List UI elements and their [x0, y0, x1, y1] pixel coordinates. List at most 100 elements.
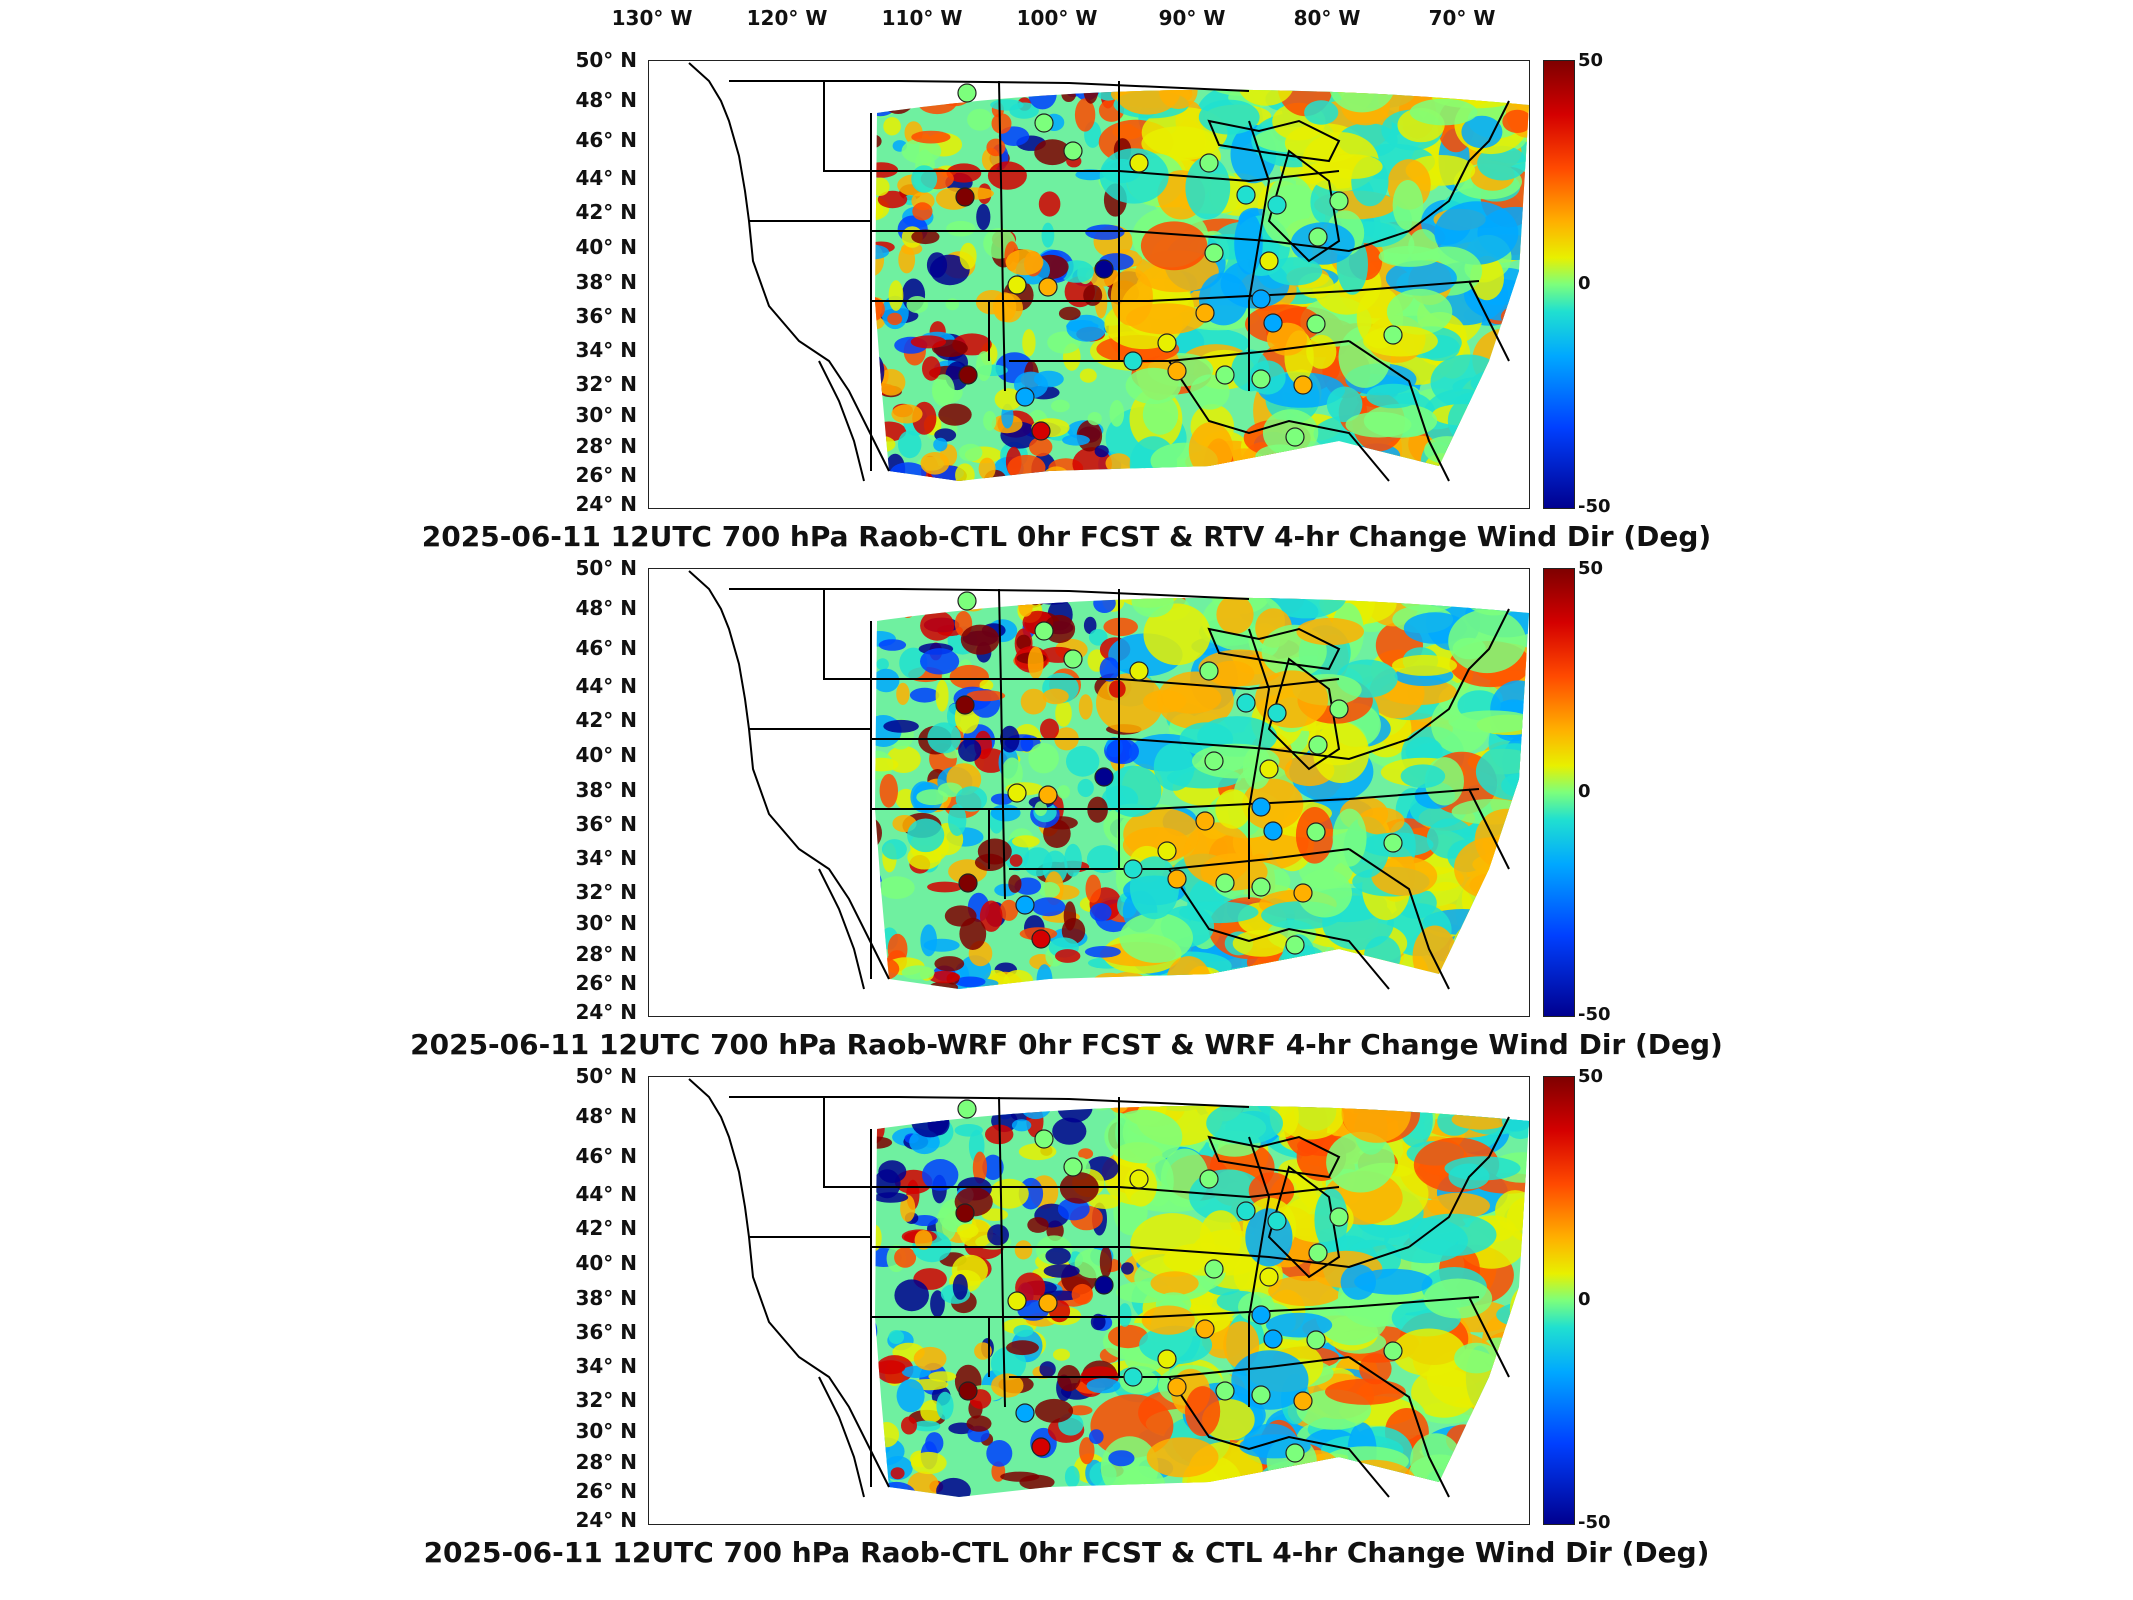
field-blob	[954, 1124, 983, 1137]
raob-station-marker	[1157, 1349, 1177, 1369]
lat-label: 24° N	[575, 492, 637, 516]
boundary-line	[998, 80, 1006, 392]
lat-label: 38° N	[575, 778, 637, 802]
field-blob	[1053, 1348, 1070, 1361]
field-blob	[979, 679, 994, 691]
field-blob	[1392, 654, 1457, 676]
boundary-line	[1408, 100, 1510, 232]
field-blob	[1461, 400, 1529, 462]
lon-label: 130° W	[611, 6, 693, 30]
field-blob	[1487, 866, 1529, 898]
field-blob	[1078, 1148, 1094, 1160]
field-blob	[1328, 1466, 1393, 1497]
lat-label: 42° N	[575, 200, 637, 224]
field-blob	[1364, 936, 1401, 976]
lat-label: 24° N	[575, 1000, 637, 1024]
field-blob	[1386, 288, 1453, 335]
field-blob	[890, 1467, 905, 1480]
raob-station-marker	[958, 1381, 978, 1401]
raob-station-marker	[1267, 1211, 1287, 1231]
field-blob	[1099, 1246, 1112, 1278]
field-blob	[1448, 609, 1526, 674]
field-blob	[1494, 1447, 1529, 1481]
field-blob	[990, 1346, 1027, 1381]
field-blob	[876, 658, 889, 671]
raob-station-marker	[1063, 1157, 1083, 1177]
field-blob	[906, 296, 929, 314]
field-blob	[1062, 434, 1090, 446]
field-blob	[1042, 688, 1069, 705]
field-blob	[1297, 869, 1352, 918]
field-blob	[1207, 966, 1293, 989]
boundary-line	[871, 678, 1340, 691]
field-blob	[934, 956, 965, 972]
field-blob	[1034, 1398, 1074, 1423]
field-blob	[898, 597, 917, 618]
field-blob	[1066, 745, 1100, 777]
raob-station-marker	[958, 873, 978, 893]
raob-station-marker	[1167, 361, 1187, 381]
lon-label: 70° W	[1428, 6, 1496, 30]
field-blob	[875, 1422, 900, 1448]
field-blob	[922, 1159, 959, 1191]
field-blob	[876, 1481, 916, 1497]
raob-station-marker	[1129, 1169, 1149, 1189]
field-blob	[1106, 738, 1139, 765]
field-blob	[1454, 937, 1529, 959]
raob-station-marker	[1383, 1341, 1403, 1361]
field-blob	[1357, 807, 1405, 835]
field-blob	[911, 1105, 949, 1138]
field-blob	[1052, 1117, 1087, 1145]
field-blob	[1332, 808, 1367, 867]
field-blob	[1198, 649, 1284, 687]
field-blob	[1392, 180, 1424, 231]
field-blob	[1090, 972, 1130, 989]
boundary-line	[688, 570, 890, 980]
field-blob	[956, 1223, 979, 1238]
field-blob	[1188, 422, 1234, 478]
field-blob	[1084, 946, 1121, 958]
field-blob	[1040, 718, 1059, 740]
field-blob	[1473, 1412, 1525, 1456]
field-blob	[911, 229, 940, 245]
field-blob	[1326, 1131, 1395, 1193]
field-blob	[1215, 789, 1251, 829]
field-blob	[1481, 1392, 1529, 1454]
field-blob	[1055, 700, 1072, 727]
field-blob	[1412, 925, 1458, 987]
field-blob	[1345, 411, 1412, 438]
field-blob	[1139, 1325, 1213, 1365]
field-blob	[977, 838, 1012, 865]
field-blob	[883, 719, 919, 733]
raob-station-marker	[1259, 759, 1279, 779]
boundary-line	[1207, 627, 1341, 671]
field-blob	[1496, 1394, 1529, 1437]
field-blob	[1461, 597, 1527, 616]
field-blob	[881, 89, 916, 114]
raob-station-marker	[1195, 811, 1215, 831]
field-blob	[1045, 1247, 1071, 1265]
field-blob	[1005, 249, 1044, 276]
field-blob	[1198, 99, 1260, 135]
raob-station-marker	[1285, 427, 1305, 447]
field-blob	[1020, 688, 1047, 715]
field-blob	[1190, 374, 1230, 410]
field-blob	[912, 1420, 941, 1432]
field-blob	[1454, 837, 1529, 900]
boundary-line	[1168, 868, 1390, 990]
field-blob	[1326, 386, 1363, 423]
field-blob	[955, 463, 975, 481]
boundary-line	[1207, 119, 1341, 163]
field-blob	[912, 202, 933, 221]
raob-station-marker	[1015, 1403, 1035, 1423]
raob-station-marker	[1263, 821, 1283, 841]
field-blob	[1103, 617, 1138, 637]
lat-label: 46° N	[575, 128, 637, 152]
field-blob	[901, 138, 942, 164]
field-blob	[1153, 743, 1195, 791]
field-blob	[946, 163, 982, 183]
field-blob	[1131, 597, 1174, 618]
lat-label: 30° N	[575, 1419, 637, 1443]
raob-station-marker	[1251, 877, 1271, 897]
lon-label: 90° W	[1158, 6, 1226, 30]
